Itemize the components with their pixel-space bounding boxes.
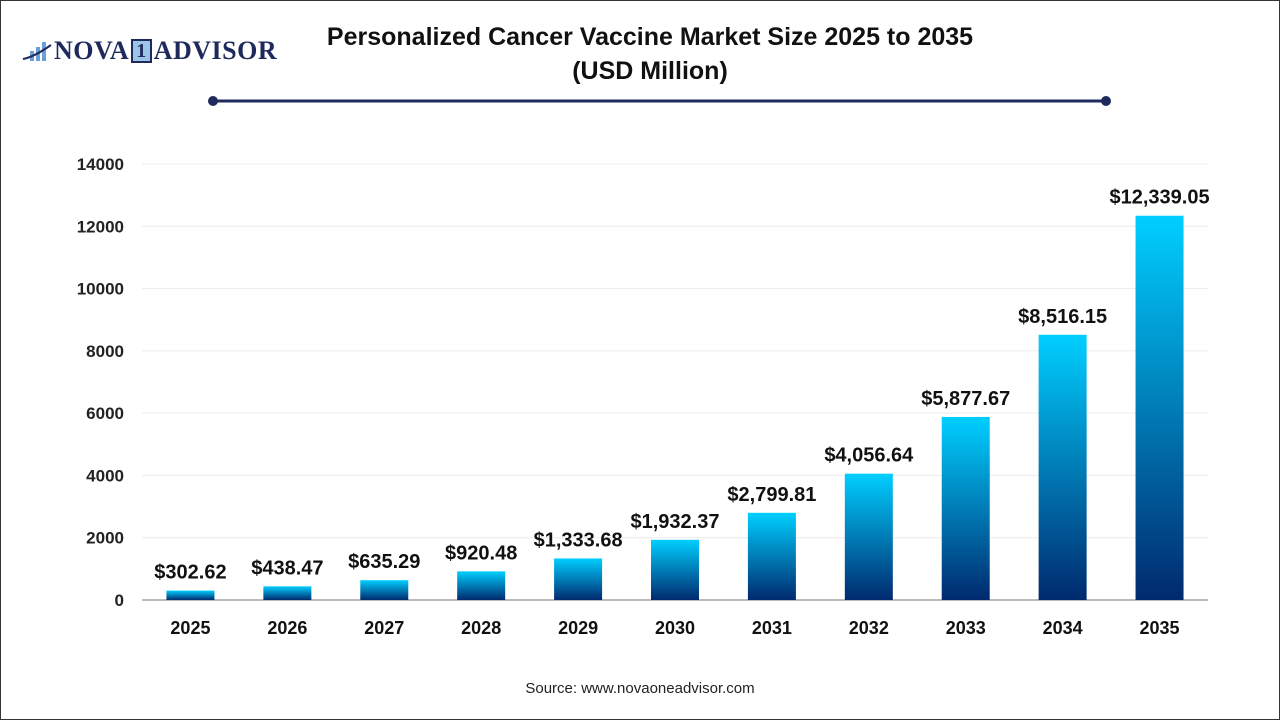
chart-subtitle: (USD Million) — [572, 57, 728, 85]
data-label: $302.62 — [154, 562, 226, 584]
y-tick-label: 10000 — [77, 280, 124, 299]
bar-2031 — [747, 512, 796, 600]
bar-2035 — [1135, 215, 1184, 600]
x-tick-label: 2027 — [364, 618, 404, 638]
title-rule-dot — [1101, 96, 1111, 106]
x-tick-label: 2026 — [267, 618, 307, 638]
title-rule-dot — [208, 96, 218, 106]
chart-title-main: Personalized Cancer Vaccine Market Size … — [326, 23, 974, 51]
x-tick-label: 2025 — [170, 618, 210, 638]
y-tick-label: 12000 — [77, 217, 124, 236]
x-tick-label: 2034 — [1043, 618, 1083, 638]
bar-2025 — [166, 590, 215, 600]
x-tick-label: 2029 — [558, 618, 598, 638]
y-tick-label: 8000 — [86, 342, 124, 361]
y-tick-label: 4000 — [86, 466, 124, 485]
y-tick-label: 2000 — [86, 529, 124, 548]
source-note: Source: www.novaoneadvisor.com — [525, 680, 755, 697]
y-tick-label: 0 — [115, 591, 124, 610]
y-tick-label: 14000 — [77, 155, 124, 174]
data-label: $8,516.15 — [1018, 306, 1107, 328]
bar-2030 — [651, 539, 699, 600]
data-label: $1,333.68 — [534, 529, 623, 551]
logo-text-advisor: ADVISOR — [153, 36, 278, 65]
chart-title: Personalized Cancer Vaccine Market Size … — [300, 20, 1000, 88]
logo-text-nova: NOVA — [54, 36, 130, 65]
y-tick-label: 6000 — [86, 404, 124, 423]
bar-2032 — [844, 473, 893, 600]
bar-2028 — [457, 571, 506, 600]
data-label: $1,932.37 — [631, 511, 720, 533]
bar-chart-logo-icon — [22, 42, 52, 61]
data-label: $5,877.67 — [921, 388, 1010, 410]
data-label: $635.29 — [348, 551, 420, 573]
bar-2027 — [360, 580, 409, 600]
logo-text-one: 1 — [131, 39, 152, 63]
data-label: $4,056.64 — [824, 445, 914, 467]
data-label: $920.48 — [445, 542, 517, 564]
x-tick-label: 2035 — [1140, 618, 1180, 638]
bar-2029 — [554, 558, 603, 600]
x-tick-label: 2028 — [461, 618, 501, 638]
bar-2034 — [1038, 334, 1087, 600]
data-label: $2,799.81 — [727, 484, 816, 506]
x-tick-label: 2030 — [655, 618, 695, 638]
logo: NOVA 1 ADVISOR — [22, 36, 277, 66]
data-label: $12,339.05 — [1109, 187, 1209, 209]
data-label: $438.47 — [251, 557, 323, 579]
x-tick-label: 2031 — [752, 618, 792, 638]
bar-2026 — [263, 586, 312, 600]
x-tick-label: 2033 — [946, 618, 986, 638]
x-tick-label: 2032 — [849, 618, 889, 638]
bar-2033 — [941, 416, 990, 600]
